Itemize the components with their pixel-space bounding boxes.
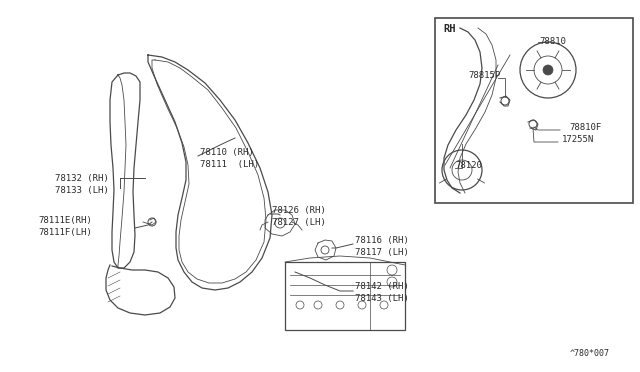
Text: 78116 (RH): 78116 (RH) — [355, 235, 409, 244]
Text: 78810: 78810 — [539, 38, 566, 46]
Text: 78815P: 78815P — [468, 71, 500, 80]
Text: 78126 (RH): 78126 (RH) — [272, 205, 326, 215]
Ellipse shape — [543, 65, 553, 75]
Text: RH: RH — [443, 24, 456, 34]
Text: 17255N: 17255N — [562, 135, 595, 144]
Text: 78120: 78120 — [455, 160, 482, 170]
Text: 78127 (LH): 78127 (LH) — [272, 218, 326, 227]
Text: 78143 (LH): 78143 (LH) — [355, 295, 409, 304]
Bar — [435, 18, 633, 203]
Text: 78133 (LH): 78133 (LH) — [55, 186, 109, 195]
Text: 78111E(RH): 78111E(RH) — [38, 215, 92, 224]
Bar — [285, 262, 405, 330]
Text: 78111F(LH): 78111F(LH) — [38, 228, 92, 237]
Text: 78111  (LH): 78111 (LH) — [200, 160, 259, 169]
Text: 78110 (RH): 78110 (RH) — [200, 148, 253, 157]
Text: 78117 (LH): 78117 (LH) — [355, 247, 409, 257]
Text: ^780*007: ^780*007 — [570, 349, 610, 358]
Text: 78132 (RH): 78132 (RH) — [55, 173, 109, 183]
Text: 78810F: 78810F — [569, 124, 601, 132]
Text: 78142 (RH): 78142 (RH) — [355, 282, 409, 292]
